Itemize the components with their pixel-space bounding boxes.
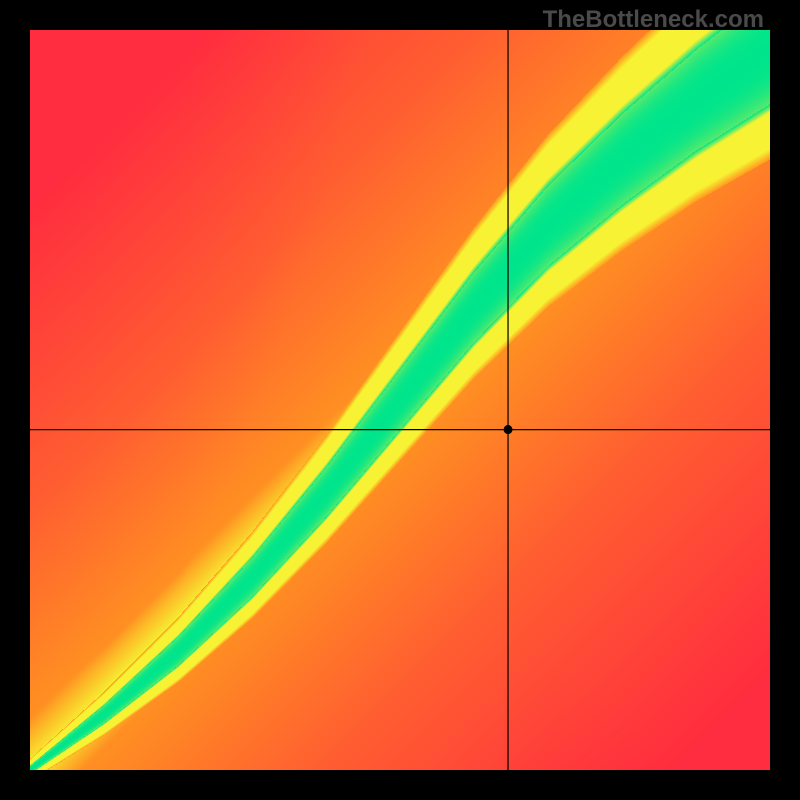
bottleneck-heatmap: [0, 0, 800, 800]
watermark-text: TheBottleneck.com: [543, 6, 764, 34]
chart-container: TheBottleneck.com: [0, 0, 800, 800]
